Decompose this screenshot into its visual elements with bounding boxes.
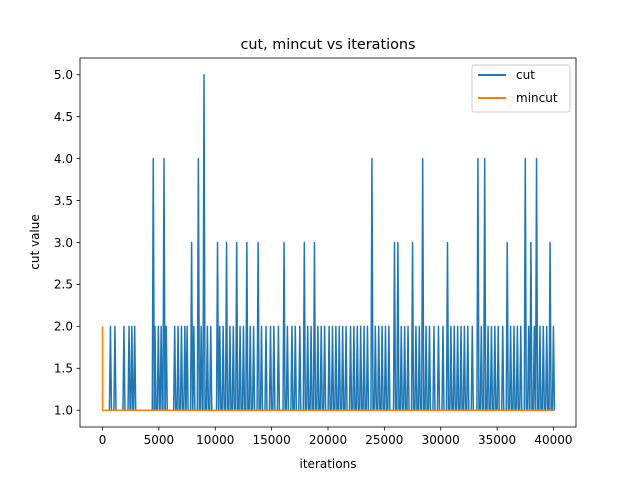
chart-title: cut, mincut vs iterations — [240, 37, 415, 53]
legend: cut mincut — [471, 64, 571, 113]
x-tick-label: 5000 — [144, 433, 175, 447]
plot-area — [101, 74, 556, 411]
x-tick-label: 40000 — [534, 433, 572, 447]
legend-frame — [471, 64, 571, 113]
x-tick-label: 25000 — [365, 433, 403, 447]
series-line-mincut — [101, 326, 555, 411]
y-tick-label: 1.5 — [54, 362, 73, 376]
x-tick-label: 35000 — [478, 433, 516, 447]
x-tick-label: 10000 — [196, 433, 234, 447]
y-tick-label: 3.5 — [54, 194, 73, 208]
legend-mincut-label: mincut — [516, 91, 558, 105]
y-tick-label: 4.5 — [54, 110, 73, 124]
series-line-cut — [102, 74, 556, 411]
y-tick-label: 2.5 — [54, 278, 73, 292]
x-tick-label: 15000 — [253, 433, 291, 447]
y-axis-label: cut value — [28, 214, 42, 270]
x-tick-label: 20000 — [309, 433, 347, 447]
y-tick-label: 5.0 — [54, 68, 73, 82]
axes: 0 5000 10000 15000 20000 25000 30000 35000 40000… — [54, 57, 577, 447]
x-axis-label: iterations — [300, 457, 357, 471]
y-tick-label: 2.0 — [54, 320, 73, 334]
y-tick-label: 4.0 — [54, 152, 73, 166]
legend-cut-label: cut — [516, 68, 535, 82]
x-tick-label: 0 — [99, 433, 107, 447]
y-tick-label: 1.0 — [54, 404, 73, 418]
x-tick-label: 30000 — [422, 433, 460, 447]
y-tick-label: 3.0 — [54, 236, 73, 250]
